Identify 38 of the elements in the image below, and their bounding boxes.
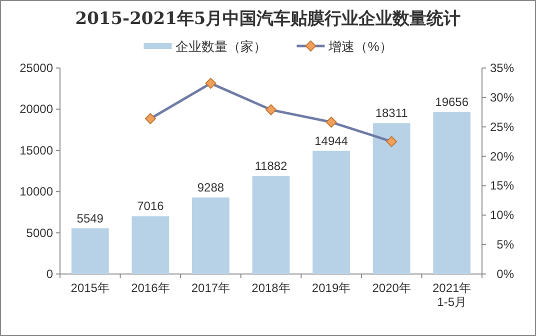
data-label: 7016	[137, 199, 164, 214]
x-tick-label: 2021年1-5月	[432, 281, 472, 309]
y2-tick-label: 20%	[490, 149, 514, 164]
bar	[372, 123, 410, 274]
legend-label: 企业数量（家）	[176, 39, 267, 54]
data-label: 5549	[76, 211, 104, 226]
x-tick-label: 2015年	[70, 281, 110, 295]
data-label: 14944	[314, 134, 348, 148]
x-tick-label: 2017年	[191, 281, 230, 295]
chart-title: 2015-2021年5月中国汽车贴膜行业企业数量统计	[75, 9, 461, 29]
y-tick-label: 20000	[20, 102, 54, 116]
data-label: 9288	[197, 180, 224, 194]
x-tick-label: 2016年	[131, 281, 170, 295]
data-label: 18311	[375, 106, 408, 120]
bar	[71, 228, 109, 274]
x-tick-label: 2019年	[312, 281, 351, 295]
y2-tick-label: 5%	[496, 238, 514, 252]
x-tick-label: 2018年	[252, 281, 290, 295]
y-tick-label: 5000	[26, 226, 54, 240]
bar	[433, 112, 471, 274]
y2-tick-label: 15%	[490, 178, 514, 193]
y-tick-label: 10000	[20, 184, 54, 199]
bar	[312, 150, 350, 274]
y2-tick-label: 35%	[490, 61, 514, 75]
y2-tick-label: 10%	[490, 208, 514, 222]
bar	[132, 216, 170, 274]
x-tick-label: 2020年	[372, 281, 411, 295]
y2-tick-label: 25%	[490, 120, 514, 134]
legend-label: 增速（%）	[328, 39, 392, 54]
bar	[192, 197, 230, 274]
bar	[252, 176, 290, 274]
y-tick-label: 25000	[20, 61, 54, 75]
y2-tick-label: 30%	[490, 90, 514, 104]
y2-tick-label: 0%	[496, 267, 514, 281]
data-label: 19656	[435, 95, 469, 110]
y-tick-label: 0	[46, 267, 54, 281]
data-label: 11882	[254, 159, 288, 174]
y-tick-label: 15000	[20, 143, 54, 158]
